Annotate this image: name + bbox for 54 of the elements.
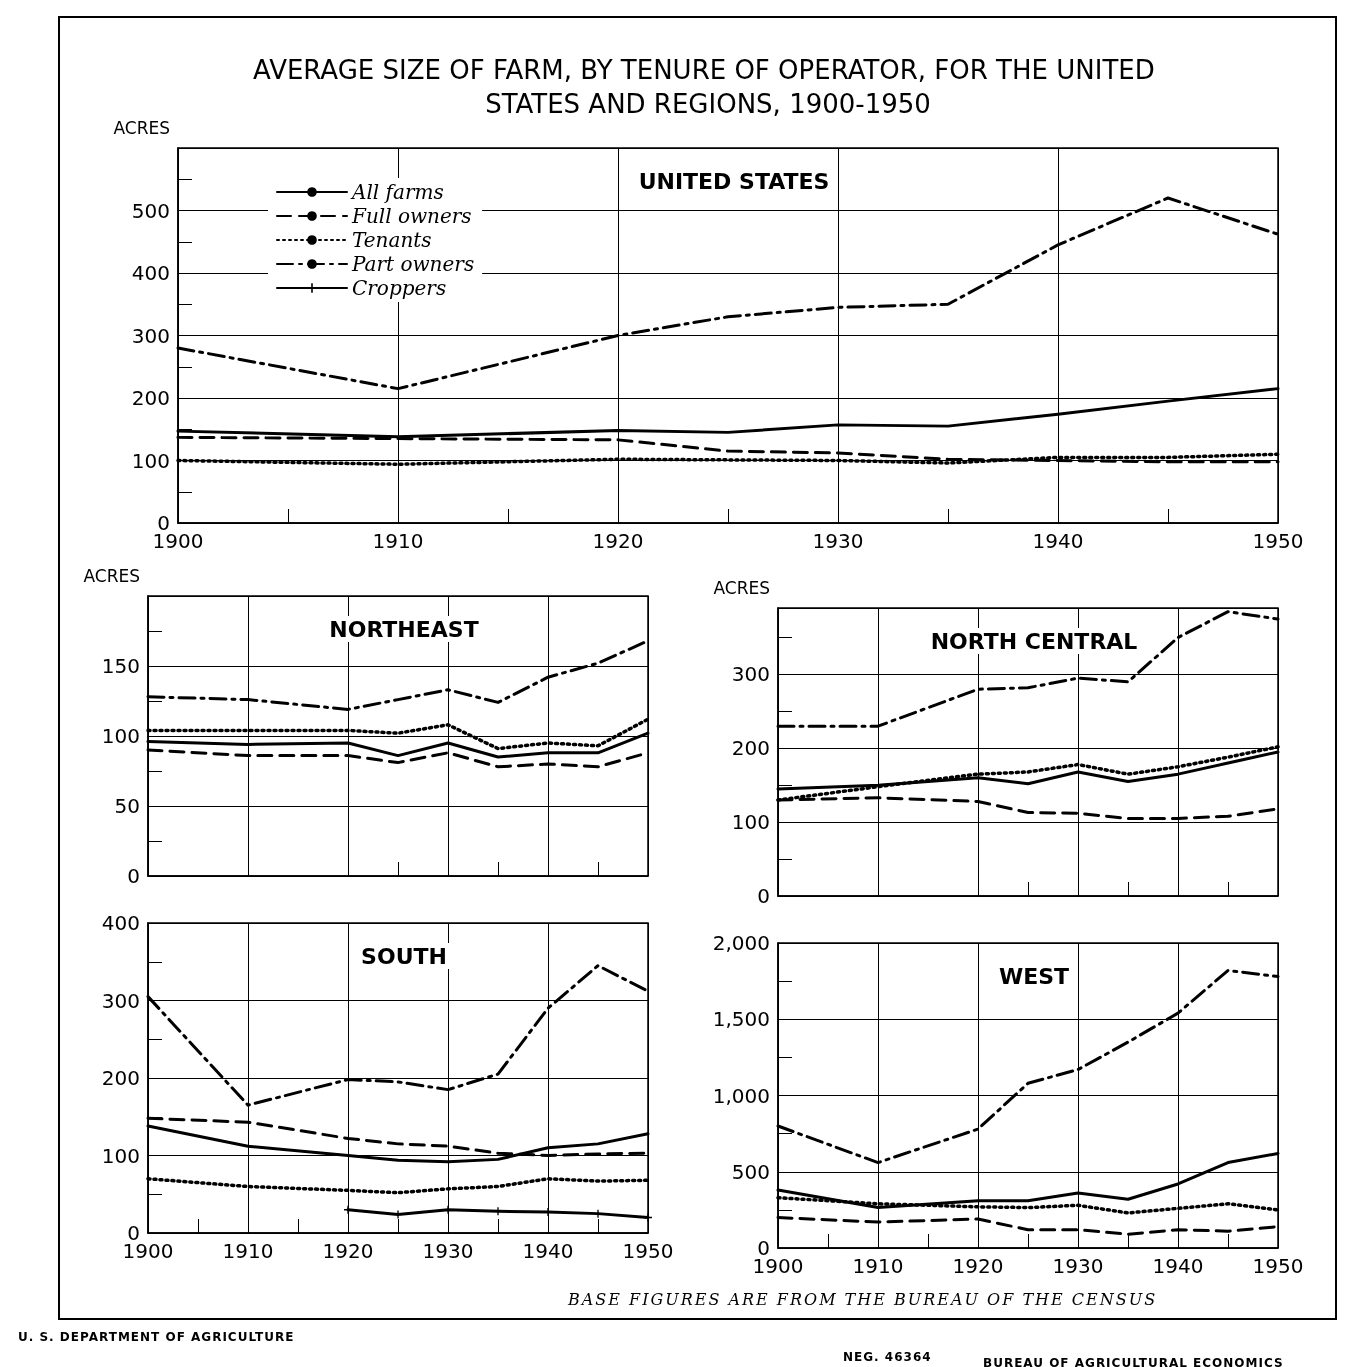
y-tick-label: 200 [131,386,170,410]
x-tick-label: 1940 [1152,1254,1204,1278]
y-tick-label: 1,000 [712,1083,770,1108]
y-tick-label: 400 [131,261,170,285]
y-tick-label: 2,000 [712,931,770,955]
text: NEG. 46364 [843,1350,932,1364]
y-tick-label: 400 [101,911,140,935]
text: SOUTH [361,943,447,969]
y-axis-title: ACRES [713,577,770,598]
x-tick-label: 1940 [1032,529,1084,553]
y-tick-label: 100 [101,724,140,748]
text: WEST [998,963,1070,989]
text: NORTHEAST [329,616,479,642]
chart-title: AVERAGE SIZE OF FARM, BY TENURE OF OPERATOR, FOR THE UNITED STATES AND REGIONS, 1900-1950 [253,55,1163,119]
legend-label: Part owners [351,252,475,276]
x-tick-label: 1910 [222,1239,274,1263]
legend-label: Tenants [352,228,432,252]
x-tick-label: 1930 [422,1239,474,1263]
x-tick-label: 1930 [812,529,864,553]
text: BASE FIGURES ARE FROM THE BUREAU OF THE CENSUS [568,1290,1158,1309]
y-tick-label: 300 [131,323,170,348]
y-tick-label: 50 [114,794,140,818]
x-tick-label: 1910 [852,1254,904,1278]
x-tick-label: 1920 [592,529,644,553]
y-tick-label: 0 [127,864,140,888]
y-tick-label: 200 [101,1066,140,1090]
legend-label: Croppers [352,276,447,300]
y-tick-label: 200 [731,736,770,761]
y-tick-label: 1,500 [712,1007,770,1032]
y-tick-label: 100 [131,448,170,473]
x-tick-label: 1940 [522,1239,574,1263]
legend-label: All farms [350,180,444,204]
y-axis-title: ACRES [83,565,140,586]
x-tick-label: 1950 [622,1239,674,1263]
text: U. S. DEPARTMENT OF AGRICULTURE [18,1330,295,1344]
x-tick-label: 1930 [1052,1254,1104,1278]
y-tick-label: 100 [731,810,770,835]
x-tick-label: 1920 [322,1239,374,1263]
text: BUREAU OF AGRICULTURAL ECONOMICS [983,1356,1284,1367]
x-tick-label: 1950 [1252,529,1304,553]
y-tick-label: 300 [731,662,770,687]
x-tick-label: 1950 [1252,1254,1304,1278]
text: UNITED STATES [638,168,830,194]
y-tick-label: 300 [101,988,140,1013]
y-tick-label: 500 [731,1159,770,1184]
y-axis-title: ACRES [113,117,170,138]
legend-label: Full owners [351,204,472,228]
y-tick-label: 150 [101,654,140,678]
y-tick-label: 0 [757,884,770,908]
y-tick-label: 500 [131,198,170,223]
text: NORTH CENTRAL [930,628,1138,654]
x-tick-label: 1920 [952,1254,1004,1278]
x-tick-label: 1910 [372,529,424,553]
y-tick-label: 100 [101,1143,140,1168]
